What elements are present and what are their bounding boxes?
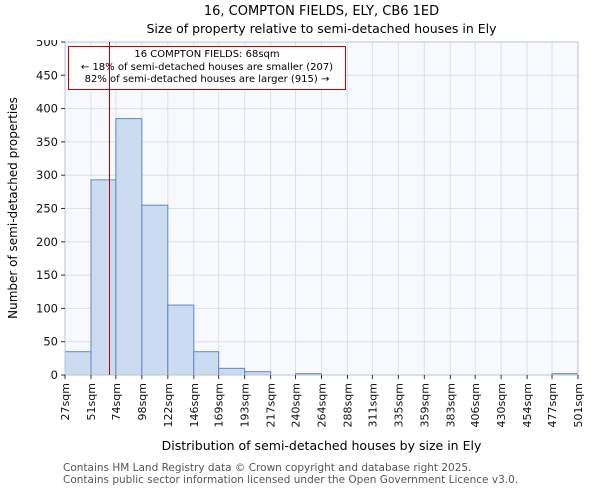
- histogram-bar: [90, 179, 117, 376]
- annotation-line-1: 16 COMPTON FIELDS: 68sqm: [134, 49, 280, 60]
- x-tick-label: 501sqm: [572, 383, 585, 427]
- y-tick-label: 200: [36, 235, 58, 249]
- annotation-box: 16 COMPTON FIELDS: 68sqm ← 18% of semi-d…: [68, 46, 346, 90]
- x-tick-label: 51sqm: [85, 383, 98, 420]
- y-tick-label: 150: [36, 268, 58, 282]
- y-tick-label: 50: [43, 335, 58, 349]
- chart-title: 16, COMPTON FIELDS, ELY, CB6 1ED: [203, 4, 440, 19]
- x-tick-label: 406sqm: [469, 383, 482, 427]
- x-tick-label: 27sqm: [59, 383, 72, 420]
- x-tick-label: 264sqm: [316, 383, 329, 427]
- x-tick-label: 193sqm: [239, 383, 252, 427]
- y-tick-label: 500: [36, 40, 58, 49]
- histogram-bar: [193, 351, 220, 376]
- annotation-line-3: 82% of semi-detached houses are larger (…: [84, 74, 330, 85]
- x-tick-label: 383sqm: [444, 383, 457, 427]
- y-tick-label: 400: [36, 102, 58, 116]
- y-axis-title: Number of semi-detached properties: [6, 97, 20, 319]
- histogram-bar: [141, 204, 169, 376]
- footer-line-2: Contains public sector information licen…: [63, 473, 519, 486]
- chart-subtitle: Size of property relative to semi-detach…: [146, 21, 497, 36]
- y-tick-label: 300: [36, 168, 58, 182]
- y-tick-label: 450: [36, 68, 58, 82]
- x-tick-label: 335sqm: [392, 383, 405, 427]
- y-tick-label: 0: [51, 368, 58, 382]
- x-tick-label: 311sqm: [366, 383, 379, 427]
- x-tick-label: 169sqm: [213, 383, 226, 427]
- y-tick-label: 350: [36, 135, 58, 149]
- histogram-svg: 0 50 100 150 200 250 300 350 400 450 500 27sqm 51sqm…: [36, 40, 585, 427]
- footer: Contains HM Land Registry data © Crown c…: [63, 462, 519, 486]
- x-tick-label: 359sqm: [418, 383, 431, 427]
- histogram-bar: [115, 118, 143, 376]
- marker-line: [108, 42, 111, 375]
- x-tick-label: 240sqm: [290, 383, 303, 427]
- x-tick-label: 217sqm: [265, 383, 278, 427]
- x-axis-title: Distribution of semi-detached houses by …: [161, 438, 482, 453]
- x-tick-label: 74sqm: [110, 383, 123, 420]
- x-tick-label: 288sqm: [341, 383, 354, 427]
- annotation-line-2: ← 18% of semi-detached houses are smalle…: [80, 61, 334, 73]
- y-tick-label: 250: [36, 202, 58, 216]
- footer-line-1: Contains HM Land Registry data © Crown c…: [63, 462, 472, 474]
- x-tick-label: 477sqm: [546, 383, 559, 427]
- histogram-bar: [167, 304, 195, 376]
- x-tick-label: 430sqm: [495, 383, 508, 427]
- y-tick-label: 100: [36, 301, 58, 315]
- x-tick-label: 454sqm: [521, 383, 534, 427]
- histogram-bar: [64, 351, 92, 376]
- x-tick-label: 98sqm: [136, 383, 149, 420]
- histogram-bar: [218, 367, 246, 376]
- x-tick-label: 146sqm: [188, 383, 201, 427]
- x-tick-label: 122sqm: [162, 383, 175, 427]
